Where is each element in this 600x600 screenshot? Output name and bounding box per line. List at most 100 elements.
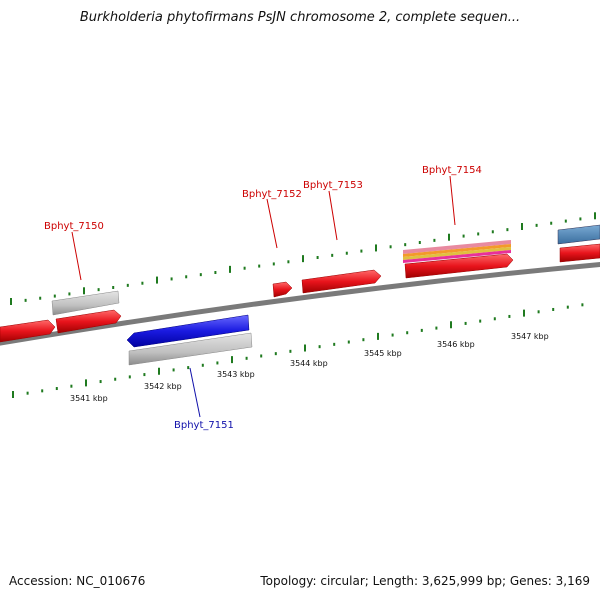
- upper-tick: [594, 212, 596, 220]
- upper-tick: [418, 241, 421, 245]
- upper-tick: [404, 243, 407, 247]
- lower-tick: [581, 303, 584, 307]
- lower-tick: [70, 384, 73, 388]
- gene-bphyt-7150-red[interactable]: [55, 309, 122, 334]
- lower-tick: [99, 380, 102, 384]
- upper-tick: [389, 245, 392, 249]
- lower-tick: [274, 352, 277, 356]
- upper-tick: [185, 275, 188, 279]
- upper-tick: [10, 298, 12, 305]
- map-title: Burkholderia phytofirmans PsJN chromosom…: [79, 10, 521, 25]
- upper-tick: [550, 221, 553, 225]
- gene-red-left-edge[interactable]: [0, 319, 56, 343]
- upper-tick: [535, 223, 538, 227]
- gene-bphyt-7151-blue[interactable]: [126, 314, 250, 348]
- upper-tick: [214, 271, 217, 275]
- upper-tick: [258, 264, 261, 268]
- upper-tick: [68, 292, 71, 296]
- scale-ticks-upper: [10, 212, 596, 305]
- scale-label-3544: 3544 kbp: [290, 359, 328, 368]
- upper-tick: [97, 288, 100, 292]
- upper-tick: [375, 244, 377, 252]
- accession-text: Accession: NC_010676: [9, 574, 146, 588]
- upper-tick: [316, 256, 319, 260]
- lower-tick: [231, 356, 233, 364]
- lower-tick: [333, 342, 336, 346]
- lower-tick: [391, 333, 394, 337]
- lower-tick: [347, 340, 350, 344]
- upper-tick: [229, 265, 231, 273]
- gene-label-bphyt-7150: Bphyt_7150: [44, 221, 104, 232]
- lower-tick: [552, 307, 555, 311]
- gene-bphyt-7150-gray[interactable]: [51, 290, 120, 316]
- genome-backbone: [0, 261, 600, 346]
- lower-tick: [245, 356, 248, 360]
- upper-tick: [360, 249, 363, 253]
- lower-tick: [41, 389, 44, 393]
- gene-label-bphyt-7152: Bphyt_7152: [242, 189, 302, 200]
- gene-bphyt-7154-stack: [403, 240, 511, 263]
- upper-tick: [170, 277, 173, 281]
- lower-tick: [318, 345, 321, 349]
- upper-tick: [199, 273, 202, 277]
- scale-ticks-lower: [12, 303, 584, 398]
- lower-tick: [435, 326, 438, 330]
- lower-tick: [304, 344, 306, 352]
- lower-tick: [362, 338, 365, 342]
- lower-tick: [201, 363, 204, 367]
- upper-tick: [156, 276, 158, 284]
- lower-tick: [406, 331, 409, 335]
- lower-tick: [289, 349, 292, 353]
- upper-tick: [112, 286, 115, 290]
- upper-tick: [331, 253, 334, 257]
- scale-label-3542: 3542 kbp: [144, 382, 182, 391]
- upper-tick: [302, 255, 304, 263]
- upper-tick: [83, 287, 85, 295]
- upper-tick: [243, 266, 246, 270]
- upper-tick: [433, 238, 436, 242]
- scale-label-3541: 3541 kbp: [70, 394, 108, 403]
- lower-tick: [12, 391, 14, 398]
- gene-right-edge-red[interactable]: [559, 243, 600, 263]
- gene-bphyt-7151-gray[interactable]: [128, 332, 253, 366]
- lower-tick: [26, 391, 29, 395]
- label-leader-lines: [71, 175, 456, 418]
- topology-text: Topology: circular; Length: 3,625,999 bp…: [260, 574, 590, 588]
- lower-tick: [537, 310, 540, 314]
- upper-tick: [477, 232, 480, 236]
- gene-label-bphyt-7151: Bphyt_7151: [174, 420, 234, 431]
- gene-bphyt-7153[interactable]: [301, 269, 382, 294]
- scale-label-3545: 3545 kbp: [364, 349, 402, 358]
- lower-tick: [187, 366, 190, 370]
- lower-tick: [216, 361, 219, 365]
- upper-tick: [506, 228, 509, 232]
- upper-tick: [53, 294, 56, 298]
- gene-right-edge-steelblue[interactable]: [557, 224, 600, 245]
- upper-tick: [448, 233, 450, 241]
- lower-tick: [85, 379, 87, 387]
- lower-tick: [464, 321, 467, 325]
- lower-tick: [128, 375, 131, 379]
- lower-tick: [493, 317, 496, 321]
- scale-labels: 3541 kbp 3542 kbp 3543 kbp 3544 kbp 3545…: [70, 332, 549, 403]
- lower-tick: [377, 332, 379, 340]
- lower-tick: [260, 354, 263, 358]
- upper-tick: [287, 260, 290, 264]
- lower-tick: [450, 321, 452, 329]
- scale-label-3547: 3547 kbp: [511, 332, 549, 341]
- gene-label-bphyt-7153: Bphyt_7153: [303, 180, 363, 191]
- gene-label-bphyt-7154: Bphyt_7154: [422, 165, 482, 176]
- lower-tick: [420, 328, 423, 332]
- lower-tick: [566, 305, 569, 309]
- lower-tick: [172, 368, 175, 372]
- lower-tick: [114, 377, 117, 381]
- scale-label-3546: 3546 kbp: [437, 340, 475, 349]
- gene-bphyt-7154-red[interactable]: [404, 253, 514, 279]
- upper-tick: [141, 281, 144, 285]
- lower-tick: [523, 309, 525, 317]
- lower-tick: [479, 319, 482, 323]
- upper-tick: [126, 283, 129, 287]
- lower-tick: [143, 373, 146, 377]
- lower-tick: [158, 367, 160, 375]
- gene-bphyt-7152[interactable]: [272, 281, 293, 298]
